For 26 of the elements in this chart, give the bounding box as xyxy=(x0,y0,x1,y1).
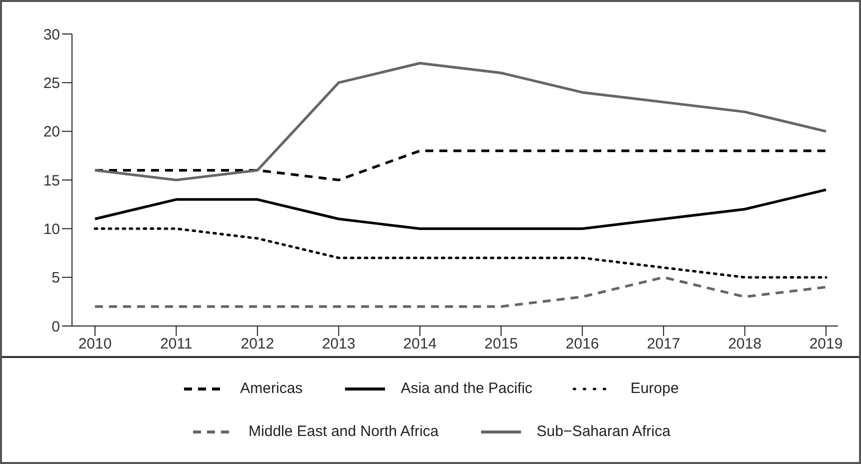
x-tick-label: 2013 xyxy=(322,336,356,353)
line-series xyxy=(94,227,828,279)
legend-label: Americas xyxy=(240,380,303,397)
x-tick-label: 2014 xyxy=(403,336,437,353)
y-tick-label: 30 xyxy=(43,26,60,44)
y-tick-label: 0 xyxy=(52,318,60,336)
legend-label: Middle East and North Africa xyxy=(248,423,439,440)
y-tick-label: 15 xyxy=(43,172,60,190)
y-tick-label: 20 xyxy=(43,124,60,141)
x-tick-label: 2018 xyxy=(728,336,762,353)
x-tick-label: 2015 xyxy=(484,336,518,353)
line-series xyxy=(94,62,828,182)
x-tick-label: 2010 xyxy=(78,336,112,353)
y-tick-label: 5 xyxy=(52,270,60,287)
legend-label: Sub−Saharan Africa xyxy=(536,423,670,440)
legend-label: Europe xyxy=(630,380,679,397)
legend-label: Asia and the Pacific xyxy=(400,380,532,397)
x-tick-label: 2017 xyxy=(646,336,680,353)
x-tick-label: 2016 xyxy=(566,336,600,353)
x-tick-label: 2012 xyxy=(240,336,274,353)
line-series xyxy=(94,276,828,308)
x-tick-label: 2019 xyxy=(809,336,843,353)
y-tick-label: 10 xyxy=(43,220,60,238)
line-series xyxy=(94,188,828,230)
x-tick-label: 2011 xyxy=(160,336,192,353)
y-tick-label: 25 xyxy=(43,74,60,92)
